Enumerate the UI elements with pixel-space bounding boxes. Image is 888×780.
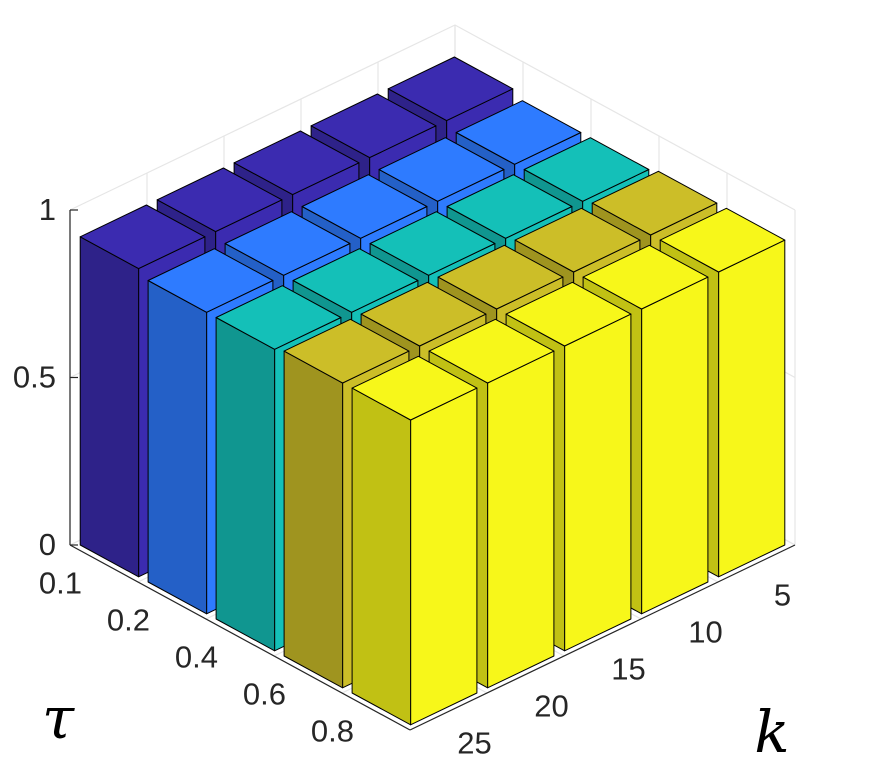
bar-top-face [514,207,641,273]
bar-front-face [641,276,709,615]
bar-top-face [310,93,437,159]
bar-top-face [301,174,428,239]
tau-tick-label: 0.4 [175,640,218,675]
bar-side-face [147,280,208,615]
bar-top-face [387,56,514,122]
bar-top-face [591,170,718,236]
z-tick-label: 0.5 [13,360,56,395]
bar-side-face [79,236,140,578]
bar-front-face [564,313,632,652]
bar-top-face [455,100,582,165]
bar-top-face [292,248,419,313]
y-axis-title: k [754,698,789,766]
tick-labels: 0 0.5 1 0.1 0.2 0.4 0.6 0.8 5 10 15 20 25 [13,192,791,761]
bar-front-face [718,239,786,578]
bar-top-face [378,137,505,202]
bar-side-face [215,317,276,652]
bar-top-face [446,174,573,239]
bar-front-face [487,350,555,689]
bar-top-face [428,318,555,384]
tau-tick-label: 0.8 [311,714,354,749]
tau-tick-label: 0.6 [243,677,286,712]
z-tick-label: 1 [39,192,56,227]
bar-top-face [369,211,496,276]
bar-top-face [215,285,342,350]
tau-tick-label: 0.1 [39,566,82,601]
bars [79,56,786,726]
tau-tick-label: 0.2 [107,603,150,638]
bar-top-face [79,204,206,270]
k-axis-line [409,544,796,731]
k-tick-label: 20 [534,689,568,724]
k-tick-label: 5 [774,578,791,613]
tau-axis-line [69,544,411,731]
k-tick-label: 15 [611,652,645,687]
bar [351,355,478,726]
grid-line-z [69,24,796,211]
bar-top-face [523,137,650,202]
bar-top-face [360,281,487,347]
k-tick-label: 25 [457,726,491,761]
bar-top-face [505,281,632,347]
k-tick-label: 10 [688,615,722,650]
bar-top-face [224,211,351,276]
bar-top-face [147,248,274,313]
bar-front-face [410,387,478,726]
bar-side-face [283,350,344,689]
bar-top-face [351,355,478,421]
bar-top-face [233,130,360,196]
z-tick-label: 0 [39,527,56,562]
bar-top-face [582,244,709,310]
bar-side-face [351,387,412,726]
x-axis-title: τ [42,684,75,752]
bar-top-face [283,318,410,384]
bar-top-face [156,167,283,233]
bar-top-face [437,244,564,310]
bar-top-face [659,207,786,273]
